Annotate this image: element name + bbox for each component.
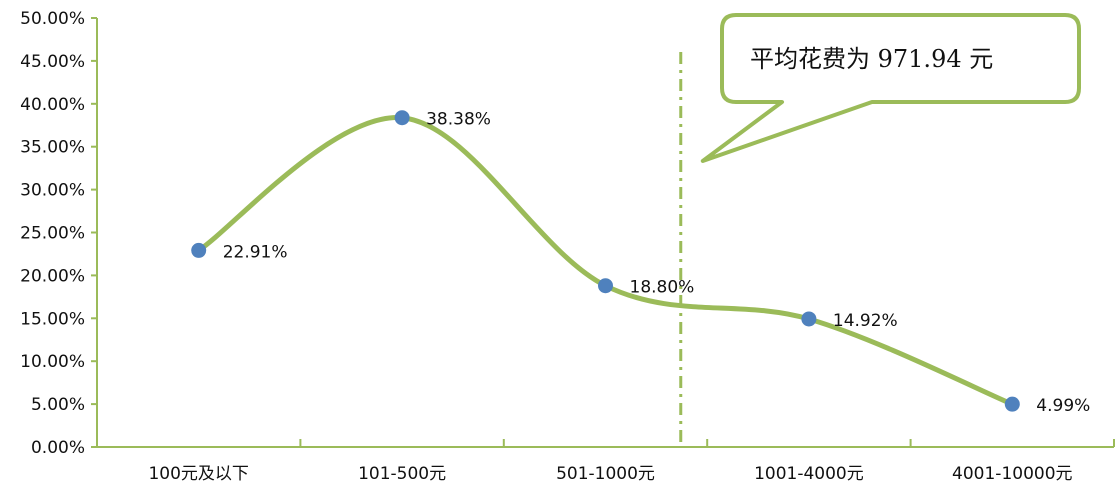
data-label: 38.38% [426, 110, 491, 130]
data-label: 18.80% [630, 278, 695, 298]
y-tick-label: 5.00% [31, 395, 85, 415]
markers-group [191, 110, 1020, 412]
callout-bubble [700, 13, 1081, 163]
x-category-label: 501-1000元 [556, 464, 655, 484]
y-tick-label: 30.00% [20, 181, 85, 201]
y-tick-label: 25.00% [20, 224, 85, 244]
x-category-label: 100元及以下 [148, 464, 248, 484]
y-tick-label: 35.00% [20, 138, 85, 158]
data-point-marker [598, 278, 613, 294]
average-callout: 平均花费为 971.94 元 [700, 13, 1081, 163]
y-tick-label: 20.00% [20, 266, 85, 286]
callout-text: 平均花费为 971.94 元 [750, 45, 993, 73]
y-tick-label: 10.00% [20, 352, 85, 372]
y-tick-label: 0.00% [31, 438, 85, 458]
x-category-label: 4001-10000元 [952, 464, 1072, 484]
data-point-marker [801, 311, 817, 327]
y-tick-label: 45.00% [20, 52, 85, 72]
y-tick-label: 50.00% [20, 9, 85, 29]
x-category-label: 101-500元 [358, 464, 446, 484]
y-tick-label: 40.00% [20, 95, 85, 115]
y-tick-label: 15.00% [20, 309, 85, 329]
series-line-group [196, 115, 1015, 407]
x-category-label: 1001-4000元 [754, 464, 864, 484]
data-point-marker [394, 110, 410, 126]
data-point-marker [1004, 396, 1020, 412]
x-axis: 100元及以下 101-500元 501-1000元 1001-4000元 4001-1… [97, 439, 1115, 484]
y-axis: 0.00% 5.00% 10.00% 15.00% 20.00% 25.00% 30.00%… [20, 9, 98, 458]
data-labels-group: 22.91% 38.38% 18.80% 14.92% 4.99% [223, 110, 1091, 416]
data-label: 4.99% [1036, 396, 1090, 416]
data-label: 14.92% [833, 311, 898, 331]
data-label: 22.91% [223, 242, 288, 262]
series-line [196, 115, 1015, 407]
data-point-marker [191, 242, 207, 258]
